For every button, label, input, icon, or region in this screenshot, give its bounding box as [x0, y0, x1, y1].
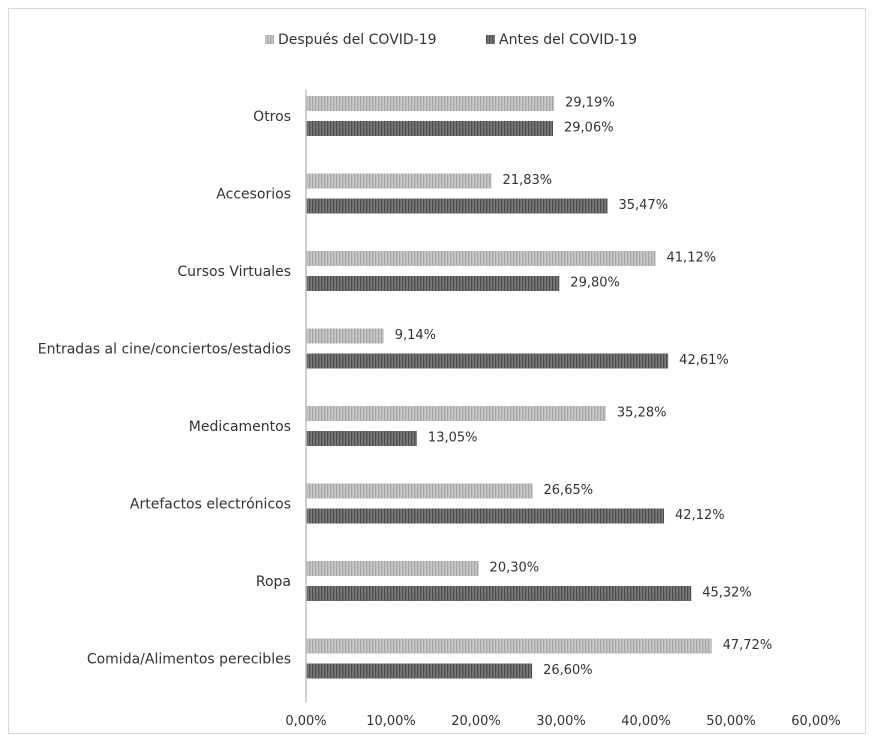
bar-despues [306, 251, 656, 266]
bar-antes [306, 353, 669, 369]
data-label: 13,05% [428, 431, 478, 446]
data-label: 35,28% [617, 406, 667, 421]
bar-despues [306, 483, 533, 499]
data-label: 29,80% [570, 276, 620, 291]
bar-despues [306, 96, 555, 111]
data-label: 42,12% [675, 508, 725, 523]
bar-antes [306, 276, 560, 291]
category-label: Ropa [256, 574, 291, 590]
bar-antes [306, 586, 692, 601]
bar-antes [306, 198, 608, 214]
data-label: 20,30% [490, 561, 540, 576]
category-label: Artefactos electrónicos [130, 497, 291, 513]
data-label: 26,65% [544, 483, 594, 498]
bar-despues [306, 561, 479, 576]
bar-antes [306, 431, 417, 446]
data-label: 29,19% [565, 96, 615, 111]
bar-despues [306, 406, 606, 421]
bar-despues [306, 173, 492, 189]
bar-antes [306, 121, 554, 136]
data-labels: 29,19% 29,06% 21,83% 35,47% 41,12% 29,80% 9,14… [395, 96, 773, 679]
x-tick-label: 0,00% [285, 714, 326, 729]
x-tick-label: 60,00% [791, 714, 841, 729]
bar-antes [306, 508, 665, 524]
data-label: 42,61% [679, 353, 729, 368]
data-label: 47,72% [723, 638, 773, 653]
category-axis-labels: Otros Accesorios Cursos Virtuales Entradas … [38, 109, 291, 668]
data-label: 35,47% [618, 198, 668, 213]
x-axis-tick-labels: 0,00% 10,00% 20,00% 30,00% 40,00% 50,00% 60,00… [285, 714, 840, 729]
data-label: 26,60% [543, 663, 593, 678]
bar-despues [306, 638, 712, 654]
bar-antes [306, 663, 533, 679]
legend-swatch-antes [486, 35, 495, 44]
x-tick-label: 10,00% [366, 714, 416, 729]
legend-swatch-despues [265, 35, 274, 44]
x-tick-label: 40,00% [621, 714, 671, 729]
bars [306, 96, 712, 679]
x-tick-label: 20,00% [451, 714, 501, 729]
legend-label-despues: Después del COVID-19 [278, 32, 437, 48]
bar-despues [306, 328, 384, 344]
category-label: Medicamentos [189, 419, 291, 435]
data-label: 29,06% [564, 121, 614, 136]
data-label: 41,12% [667, 251, 717, 266]
x-tick-label: 50,00% [706, 714, 756, 729]
data-label: 21,83% [503, 173, 553, 188]
category-label: Accesorios [216, 187, 291, 203]
category-label: Comida/Alimentos perecibles [87, 652, 291, 668]
data-label: 9,14% [395, 328, 436, 343]
legend: Después del COVID-19 Antes del COVID-19 [265, 32, 637, 48]
category-label: Otros [253, 109, 291, 125]
category-label: Cursos Virtuales [177, 264, 291, 280]
category-label: Entradas al cine/conciertos/estadios [38, 342, 291, 358]
legend-label-antes: Antes del COVID-19 [499, 32, 637, 48]
x-tick-label: 30,00% [536, 714, 586, 729]
data-label: 45,32% [702, 586, 752, 601]
